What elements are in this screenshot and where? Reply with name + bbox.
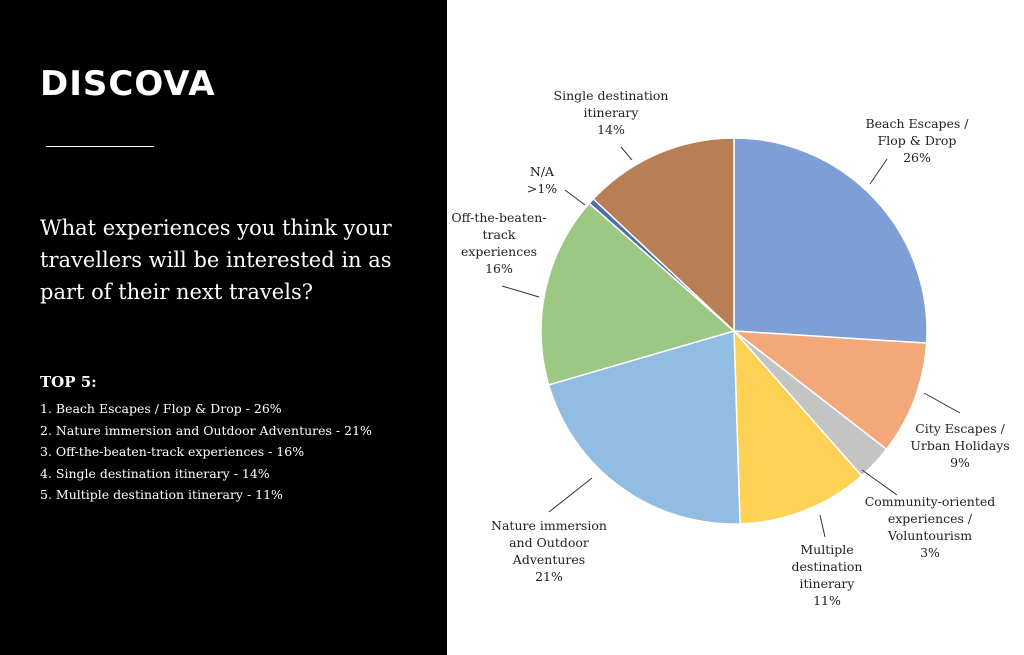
pie-slice <box>731 330 928 451</box>
slice-label: N/A >1% <box>527 164 557 196</box>
top5-heading: TOP 5: <box>40 373 97 391</box>
slice-label-line: 9% <box>950 455 970 470</box>
slice-label-line: Beach Escapes / <box>865 116 969 131</box>
divider <box>46 146 154 147</box>
brand-logo: DISCOVA <box>40 64 216 104</box>
leader-line <box>564 189 586 206</box>
slice-label-line: Community-oriented <box>865 494 996 509</box>
leader-line <box>923 392 961 414</box>
slice-label-line: Multiple <box>800 542 853 557</box>
slice-label-line: itinerary <box>800 576 856 591</box>
slice-label: Multiple destination itinerary 11% <box>792 542 863 608</box>
top5-list: 1. Beach Escapes / Flop & Drop - 26% 2. … <box>40 398 372 506</box>
top5-item: 2. Nature immersion and Outdoor Adventur… <box>40 422 372 438</box>
leader-line <box>620 146 633 161</box>
chart-area: Beach Escapes / Flop & Drop 26% City Escape… <box>447 0 1024 655</box>
slice-label-line: and Outdoor <box>509 535 589 550</box>
slice-label-line: itinerary <box>584 105 640 120</box>
leader-line <box>819 514 826 538</box>
top5-item: 3. Off-the-beaten-track experiences - 16… <box>40 444 305 459</box>
slice-label-line: track <box>482 227 515 242</box>
slice-label: Nature immersion and Outdoor Adventures 21% <box>491 518 607 584</box>
leader-line <box>501 285 540 298</box>
slice-label-line: 26% <box>903 150 931 165</box>
slice-label-line: 3% <box>920 545 940 560</box>
slice-label-line: N/A <box>530 164 555 179</box>
pie-slice <box>733 137 928 344</box>
leader-line <box>861 469 898 496</box>
slice-label-line: 16% <box>485 261 513 276</box>
slice-label-line: Urban Holidays <box>910 438 1009 453</box>
slice-label: Single destination itinerary 14% <box>554 88 669 137</box>
pie-slice <box>540 202 736 386</box>
top5-item: 4. Single destination itinerary - 14% <box>40 465 270 481</box>
pie-chart: Beach Escapes / Flop & Drop 26% City Escape… <box>451 88 1009 608</box>
slice-label-line: Off-the-beaten- <box>451 210 546 225</box>
slice-label-line: City Escapes / <box>915 421 1005 436</box>
left-panel: DISCOVA What experiences you think your … <box>0 0 447 655</box>
slice-label-line: Nature immersion <box>491 518 607 533</box>
slice-label: City Escapes / Urban Holidays 9% <box>910 421 1009 470</box>
slice-label-line: experiences / <box>888 511 973 526</box>
slice-label: Off-the-beaten-track experiences 16% <box>451 210 546 276</box>
pie-slice <box>592 137 735 333</box>
slice-label-line: experiences <box>461 244 537 259</box>
slice-label-line: Adventures <box>512 552 585 567</box>
slice-label-line: >1% <box>527 181 557 196</box>
leader-line <box>548 477 593 513</box>
pie-slice <box>547 330 741 525</box>
leader-line <box>869 158 888 185</box>
slice-label-line: 14% <box>597 122 625 137</box>
pie-slice <box>733 328 863 525</box>
slice-label-line: Voluntourism <box>887 528 972 543</box>
slice-label: Community-oriented experiences / Voluntour… <box>865 494 996 560</box>
top5-item: 5. Multiple destination itinerary - 11% <box>40 487 283 502</box>
slice-label-line: 11% <box>813 593 841 608</box>
survey-question: What experiences you think your travelle… <box>40 216 392 304</box>
top5-item: 1. Beach Escapes / Flop & Drop - 26% <box>40 401 282 416</box>
slice-label-line: 21% <box>535 569 563 584</box>
slice-label-line: Flop & Drop <box>878 133 957 148</box>
slice-label: Beach Escapes / Flop & Drop 26% <box>865 116 969 165</box>
slice-label-line: destination <box>792 559 863 574</box>
slice-label-line: Single destination <box>554 88 669 103</box>
